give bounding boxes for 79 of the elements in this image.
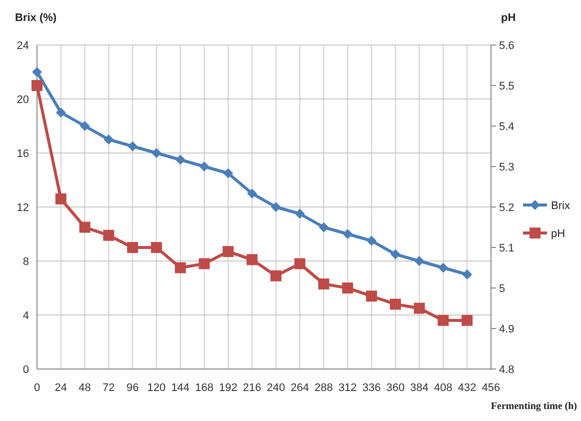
point <box>151 148 162 158</box>
x-tick-label: 144 <box>171 382 190 394</box>
y-axis-title: Brix (%) <box>15 12 57 24</box>
point <box>366 236 377 246</box>
point <box>150 242 162 253</box>
y-tick-label: 4 <box>22 310 29 322</box>
point <box>222 246 234 258</box>
point <box>414 256 424 266</box>
x-tick-label: 96 <box>126 382 139 394</box>
y2-tick-label: 5 <box>499 282 506 295</box>
x-tick-label: 288 <box>314 382 333 394</box>
point <box>366 290 378 302</box>
x-tick-label: 456 <box>482 382 500 394</box>
point <box>270 270 282 282</box>
point <box>342 229 353 239</box>
y2-axis-title: pH <box>501 12 516 24</box>
x-tick-label: 408 <box>434 382 452 394</box>
y2-tick-label: 4.9 <box>499 323 514 336</box>
point <box>79 222 90 233</box>
y-tick-label: 16 <box>16 148 29 160</box>
y2-tick-label: 5.3 <box>499 161 514 174</box>
point <box>462 270 472 280</box>
legend-label: pH <box>551 228 566 240</box>
point <box>462 314 473 326</box>
point <box>247 188 258 198</box>
x-tick-label: 120 <box>147 382 166 394</box>
legend-label: Brix <box>551 200 570 212</box>
point <box>414 302 425 314</box>
x-tick-label: 336 <box>362 382 381 394</box>
y2-tick-label: 5.5 <box>499 80 514 92</box>
y2-tick-label: 5.2 <box>499 202 514 214</box>
point <box>246 254 258 266</box>
point <box>198 258 210 270</box>
point <box>390 249 400 260</box>
point <box>103 230 114 241</box>
point <box>127 242 138 253</box>
y-tick-label: 24 <box>16 40 29 52</box>
x-tick-label: 264 <box>290 382 310 394</box>
y2-tick-label: 4.8 <box>499 364 514 376</box>
x-tick-label: 432 <box>458 382 476 394</box>
y-tick-label: 0 <box>22 364 29 376</box>
x-tick-label: 168 <box>195 382 214 394</box>
point <box>294 258 306 270</box>
point <box>199 162 210 172</box>
x-tick-label: 384 <box>410 382 428 394</box>
x-axis-title: Fermenting time (h) <box>490 401 577 412</box>
x-tick-label: 48 <box>78 382 91 394</box>
point <box>80 121 90 131</box>
y-tick-label: 12 <box>16 202 29 214</box>
point <box>174 262 186 274</box>
point <box>270 202 281 212</box>
x-tick-label: 240 <box>266 382 286 394</box>
point <box>390 298 401 310</box>
point <box>104 134 114 144</box>
x-tick-label: 72 <box>102 382 115 394</box>
x-tick-label: 360 <box>386 382 405 394</box>
point <box>342 282 354 294</box>
point <box>294 208 305 219</box>
point <box>318 278 330 290</box>
point <box>223 168 234 178</box>
x-tick-label: 24 <box>54 382 68 394</box>
y2-tick-label: 5.4 <box>499 120 514 133</box>
point <box>438 314 449 326</box>
x-tick-label: 312 <box>338 382 357 394</box>
x-tick-label: 216 <box>242 382 262 394</box>
point <box>128 141 138 152</box>
y-tick-label: 8 <box>22 256 29 268</box>
point <box>318 222 329 232</box>
point <box>32 80 42 91</box>
point <box>438 262 448 273</box>
x-tick-label: 0 <box>34 382 40 394</box>
y2-tick-label: 5.1 <box>499 242 514 254</box>
point <box>32 67 42 77</box>
x-tick-label: 192 <box>218 382 238 394</box>
point <box>55 193 66 204</box>
y2-tick-label: 5.6 <box>499 40 514 52</box>
point <box>56 108 66 118</box>
point <box>175 154 186 165</box>
y-tick-label: 20 <box>16 94 29 106</box>
